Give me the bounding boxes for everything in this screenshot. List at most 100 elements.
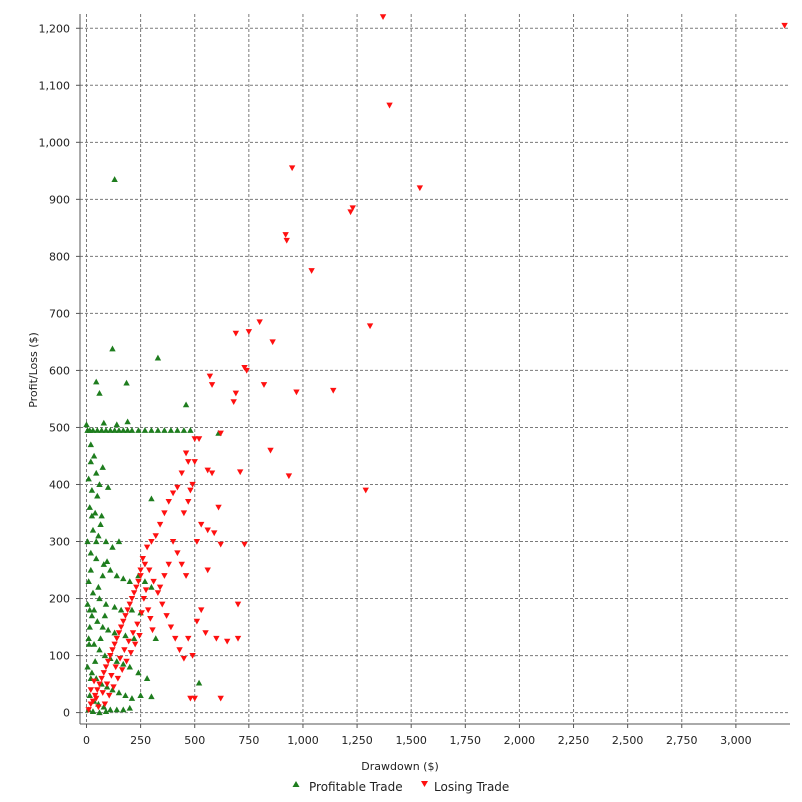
losing-trade-point [217, 430, 224, 437]
losing-trade-point [217, 695, 224, 702]
profitable-trade-point [113, 658, 120, 664]
profitable-trade-point [90, 640, 98, 647]
profitable-trade-point [109, 686, 116, 693]
losing-trade-point [117, 624, 125, 631]
losing-trade-point [146, 567, 153, 574]
losing-trade-point [104, 658, 112, 665]
y-tick-label: 700 [49, 307, 70, 320]
losing-trade-point [223, 638, 231, 645]
x-tick-label: 2,250 [558, 734, 590, 747]
losing-trade-point [130, 590, 138, 597]
losing-trade-point [116, 655, 124, 662]
profitable-trade-point [104, 484, 112, 490]
losing-trade-point [106, 692, 113, 699]
profitable-trade-point [85, 578, 92, 584]
profitable-trade-point [148, 693, 155, 700]
losing-trade-point [267, 447, 274, 454]
legend-losing-label: Losing Trade [434, 780, 509, 794]
profitable-trade-point [96, 646, 103, 653]
profitable-trade-point [143, 675, 151, 681]
losing-trade-point [260, 382, 268, 388]
losing-trade-point [416, 185, 424, 192]
losing-trade-point [120, 618, 127, 625]
losing-trade-point [147, 615, 154, 622]
losing-trade-point [101, 701, 109, 708]
losing-trade-point [182, 450, 190, 457]
profitable-trade-point [117, 606, 125, 613]
profitable-trade-point [122, 632, 129, 639]
losing-trade-point [122, 613, 129, 619]
legend: Profitable Trade Losing Trade [292, 780, 509, 794]
losing-trade-point [191, 436, 198, 443]
profitable-trade-point [102, 601, 110, 607]
profitable-trade-point [84, 538, 91, 545]
losing-trade-point [234, 601, 242, 608]
losing-trade-point [123, 658, 130, 665]
losing-trade-point [89, 698, 97, 705]
x-tick-label: 2,750 [666, 734, 698, 747]
losing-trade-point [143, 544, 151, 551]
profitable-trade-point [111, 427, 118, 433]
x-tick-label: 1,000 [287, 734, 319, 747]
losing-trade-point [178, 470, 185, 477]
legend-losing-marker [421, 781, 428, 787]
profitable-trade-point [90, 606, 98, 613]
profitable-trade-point [95, 532, 102, 539]
losing-trade-point [366, 323, 374, 330]
losing-trade-point [111, 641, 118, 648]
profitable-trade-point [115, 538, 123, 545]
losing-trade-point [193, 538, 201, 545]
profitable-trade-point [93, 555, 100, 562]
losing-trade-point [144, 607, 152, 614]
losing-trade-point [232, 390, 240, 397]
profitable-trade-point [123, 379, 130, 386]
profitable-trade-point [120, 427, 127, 433]
losing-trade-point [126, 601, 133, 608]
losing-trade-point [178, 561, 185, 568]
losing-trade-point [138, 610, 145, 616]
profitable-trade-point [187, 427, 194, 433]
profitable-trade-point [91, 658, 99, 664]
x-tick-label: 2,000 [504, 734, 536, 747]
losing-trade-point [137, 573, 144, 579]
profitable-trade-point [182, 401, 190, 408]
losing-trade-point [112, 664, 119, 671]
profitable-trade-point [88, 512, 96, 519]
y-tick-label: 800 [49, 250, 70, 263]
losing-trade-point [189, 653, 196, 659]
losing-trade-point [185, 635, 192, 642]
losing-trade-point [202, 630, 209, 636]
losing-trade-point [208, 470, 216, 477]
profitable-trade-point [113, 421, 120, 428]
losing-trade-point [187, 695, 194, 702]
profitable-trade-point [103, 558, 111, 565]
profitable-trade-point [137, 692, 144, 699]
profitable-trade-point [86, 692, 93, 699]
x-tick-label: 3,000 [720, 734, 752, 747]
losing-trade-point [182, 573, 190, 579]
losing-trade-point [189, 481, 196, 488]
losing-trade-point [172, 635, 179, 642]
losing-trade-point [163, 613, 170, 619]
profitable-trade-point [101, 652, 109, 659]
losing-trade-point [87, 687, 95, 693]
losing-trade-point [169, 490, 177, 497]
profitable-trade-point [88, 612, 96, 619]
y-tick-label: 1,200 [39, 22, 71, 35]
losing-trade-point [161, 573, 168, 579]
losing-trade-point [156, 584, 164, 591]
losing-trade-point [107, 653, 114, 659]
losing-trade-point [211, 530, 218, 537]
profitable-trade-point [195, 679, 203, 686]
losing-trade-point [174, 484, 181, 491]
y-tick-label: 900 [49, 193, 70, 206]
profitable-trade-point [97, 521, 104, 527]
losing-trade-point [90, 678, 98, 685]
profitable-trade-point [100, 419, 108, 426]
losing-trade-point [282, 232, 289, 238]
profitable-trade-point [98, 427, 105, 433]
losing-trade-point [204, 527, 211, 534]
profitable-trade-point [84, 601, 91, 607]
profitable-trade-point [111, 176, 118, 182]
